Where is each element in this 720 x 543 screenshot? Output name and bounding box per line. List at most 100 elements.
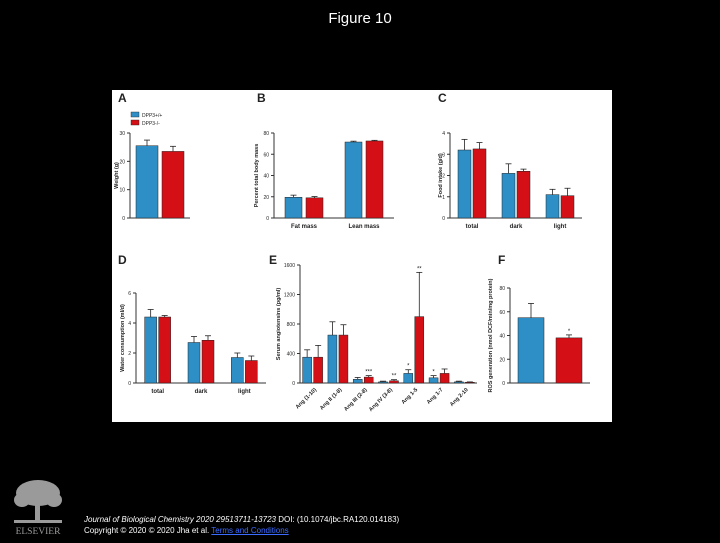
y-tick-label: 60 xyxy=(263,152,269,158)
legend-label-ko: DPP3-/- xyxy=(142,121,160,127)
category-label: Fat mass xyxy=(291,224,318,230)
y-axis-label: Serum angiotensins (pg/ml) xyxy=(276,288,282,361)
citation-line: Journal of Biological Chemistry 2020 295… xyxy=(84,514,399,525)
legend: DPP3+/+ DPP3-/- xyxy=(130,111,162,127)
significance-marker: *** xyxy=(365,370,373,376)
panel-label-e: E xyxy=(269,253,277,267)
y-tick-label: 60 xyxy=(499,310,505,316)
panel-d: D 0 2 4 6 Water consumption (ml/d) total dark li… xyxy=(118,253,266,395)
panel-b: B 0 20 40 60 80 Percent total body mass Fat mas… xyxy=(254,91,394,230)
y-tick-label: 800 xyxy=(287,322,296,328)
bar-wt xyxy=(457,149,472,219)
slide-title: Figure 10 xyxy=(328,10,392,27)
y-tick-label: 20 xyxy=(263,195,269,201)
y-tick-label: 4 xyxy=(128,321,131,327)
bar-wt xyxy=(454,381,464,384)
category-label: light xyxy=(238,389,251,395)
significance-marker: ** xyxy=(392,374,397,380)
copyright-line: Copyright © 2020 © 2020 Jha et al. Terms… xyxy=(84,525,399,536)
y-tick-label: 1200 xyxy=(284,293,295,299)
bar-ko xyxy=(338,334,349,384)
bar-wt xyxy=(135,145,159,219)
bar-ko xyxy=(201,340,215,384)
bar-wt xyxy=(545,194,560,219)
bar-ko xyxy=(161,151,185,219)
bar-ko xyxy=(158,316,171,384)
bar-wt xyxy=(327,334,338,384)
journal-citation: Journal of Biological Chemistry 2020 295… xyxy=(84,515,276,524)
category-label: Ang 1-5 xyxy=(401,387,420,406)
category-label: Ang (1-10) xyxy=(295,387,318,410)
y-axis-label: Water consumption (ml/d) xyxy=(120,304,126,372)
y-tick-label: 40 xyxy=(499,334,505,340)
y-tick-label: 400 xyxy=(287,352,296,358)
y-tick-label: 2 xyxy=(128,351,131,357)
terms-link[interactable]: Terms and Conditions xyxy=(211,526,289,535)
legend-label-wt: DPP3+/+ xyxy=(142,113,162,119)
y-tick-label: 10 xyxy=(119,188,125,194)
tree-icon xyxy=(14,480,62,523)
panel-f: F 0 20 40 60 80 ROS generation (nmol DCF/min/m… xyxy=(488,253,590,392)
panel-label-f: F xyxy=(498,253,505,267)
category-label: dark xyxy=(195,389,208,395)
category-label: Ang II (1-8) xyxy=(319,387,343,411)
y-axis-label: Food intake (g/d) xyxy=(438,153,444,197)
category-label: Ang III (2-8) xyxy=(343,387,369,413)
significance-marker: ** xyxy=(417,266,422,272)
bar-ko xyxy=(365,140,384,219)
y-tick-label: 30 xyxy=(119,131,125,137)
y-tick-label: 0 xyxy=(442,216,445,222)
bar-wt xyxy=(378,381,388,384)
category-label: Lean mass xyxy=(348,224,380,230)
panel-label-b: B xyxy=(257,91,266,105)
y-tick-label: 40 xyxy=(263,174,269,180)
y-tick-label: 2 xyxy=(442,174,445,180)
bar-wt xyxy=(501,173,516,219)
y-tick-label: 1 xyxy=(442,195,445,201)
category-label: total xyxy=(151,389,164,395)
category-label: Ang 2-10 xyxy=(449,387,470,408)
bar-ko xyxy=(414,316,425,384)
footer: Journal of Biological Chemistry 2020 295… xyxy=(84,514,399,536)
bar-ko xyxy=(313,356,323,384)
y-axis-label: Percent total body mass xyxy=(254,144,260,208)
bar-wt xyxy=(144,316,157,384)
bar-ko xyxy=(245,360,258,384)
y-tick-label: 20 xyxy=(499,357,505,363)
significance-marker: * xyxy=(432,370,435,376)
panel-label-a: A xyxy=(118,91,127,105)
y-tick-label: 80 xyxy=(263,131,269,137)
y-tick-label: 80 xyxy=(499,286,505,292)
bar-ko xyxy=(516,171,531,219)
category-label: total xyxy=(466,224,479,230)
category-label: Ang IV (3-8) xyxy=(368,387,394,413)
y-axis-label: Weight (g) xyxy=(114,162,120,189)
bar-wt xyxy=(352,379,363,384)
bar-ko xyxy=(389,380,399,384)
y-tick-label: 0 xyxy=(292,381,295,387)
legend-swatch-wt xyxy=(130,111,140,118)
bar-ko xyxy=(560,195,575,219)
panel-a: A 0 10 20 30 Weight (g) xyxy=(114,91,190,222)
bar-wt xyxy=(344,141,363,219)
y-tick-label: 0 xyxy=(128,381,131,387)
bar-ko xyxy=(555,337,583,384)
bar-wt xyxy=(517,317,545,384)
bar-ko xyxy=(363,376,374,384)
y-tick-label: 20 xyxy=(119,159,125,165)
y-tick-label: 3 xyxy=(442,152,445,158)
bar-wt xyxy=(403,373,414,384)
y-tick-label: 4 xyxy=(442,131,445,137)
y-tick-label: 0 xyxy=(502,381,505,387)
bar-ko xyxy=(439,373,450,384)
y-tick-label: 0 xyxy=(122,216,125,222)
y-tick-label: 1600 xyxy=(284,263,295,269)
bar-ko xyxy=(465,382,475,384)
elsevier-logo: ELSEVIER xyxy=(6,478,70,538)
bar-ko xyxy=(305,197,324,219)
legend-swatch-ko xyxy=(130,119,140,126)
doi-text: DOI: (10.1074/jbc.RA120.014183) xyxy=(278,515,400,524)
panel-e: E 0 400 800 1200 1600 Serum angiotensins (pg/m… xyxy=(269,253,477,413)
y-tick-label: 0 xyxy=(266,216,269,222)
